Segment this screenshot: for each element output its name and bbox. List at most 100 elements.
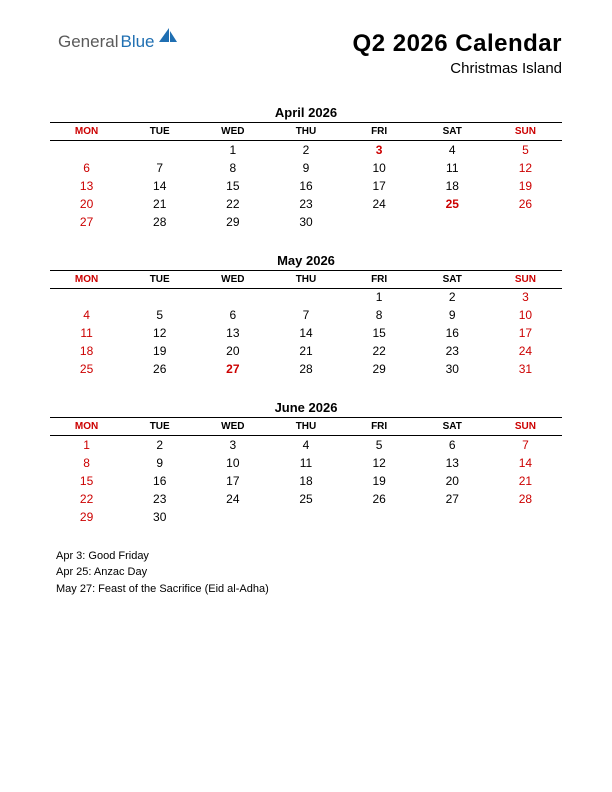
month-block: June 2026MONTUEWEDTHUFRISATSUN1234567891… [50,400,562,526]
table-row: 20212223242526 [50,195,562,213]
calendar-table: MONTUEWEDTHUFRISATSUN1234567891011121314… [50,122,562,231]
day-cell: 11 [416,159,489,177]
day-cell: 29 [343,360,416,378]
day-cell: 22 [343,342,416,360]
table-row: 27282930 [50,213,562,231]
holiday-item: May 27: Feast of the Sacrifice (Eid al-A… [56,581,562,598]
table-row: 2930 [50,508,562,526]
day-cell [343,508,416,526]
day-cell [196,288,269,306]
day-cell: 22 [50,490,123,508]
day-header: MON [50,270,123,288]
table-row: 15161718192021 [50,472,562,490]
day-cell: 27 [50,213,123,231]
day-cell: 9 [416,306,489,324]
page-subtitle: Christmas Island [50,60,562,77]
day-header: SAT [416,418,489,436]
day-cell: 21 [269,342,342,360]
day-cell: 31 [489,360,562,378]
day-cell: 24 [343,195,416,213]
day-cell: 16 [123,472,196,490]
month-title: April 2026 [50,105,562,120]
holiday-item: Apr 3: Good Friday [56,548,562,565]
day-header: MON [50,418,123,436]
day-cell: 7 [489,436,562,454]
day-cell: 7 [269,306,342,324]
day-cell: 3 [489,288,562,306]
calendar-table: MONTUEWEDTHUFRISATSUN1234567891011121314… [50,417,562,526]
day-cell: 25 [50,360,123,378]
day-cell: 24 [489,342,562,360]
day-cell: 30 [123,508,196,526]
day-header: THU [269,418,342,436]
month-block: April 2026MONTUEWEDTHUFRISATSUN123456789… [50,105,562,231]
day-header: SUN [489,270,562,288]
day-cell: 26 [123,360,196,378]
table-row: 11121314151617 [50,324,562,342]
day-cell: 5 [343,436,416,454]
day-cell: 3 [196,436,269,454]
day-header: FRI [343,418,416,436]
day-cell: 13 [50,177,123,195]
day-cell: 26 [489,195,562,213]
day-cell: 28 [269,360,342,378]
day-cell: 14 [123,177,196,195]
day-cell [343,213,416,231]
day-cell: 25 [416,195,489,213]
holidays-list: Apr 3: Good FridayApr 25: Anzac DayMay 2… [50,548,562,598]
table-row: 1234567 [50,436,562,454]
day-cell: 8 [196,159,269,177]
day-cell: 11 [50,324,123,342]
day-cell: 6 [196,306,269,324]
day-cell: 3 [343,141,416,159]
day-cell: 12 [123,324,196,342]
day-cell: 28 [123,213,196,231]
day-cell: 18 [416,177,489,195]
day-header: SAT [416,270,489,288]
day-header: SUN [489,123,562,141]
day-cell: 23 [123,490,196,508]
day-header: WED [196,123,269,141]
logo-sail-icon [157,26,179,49]
day-cell: 10 [489,306,562,324]
month-title: May 2026 [50,253,562,268]
day-cell: 2 [269,141,342,159]
day-cell: 15 [196,177,269,195]
day-cell: 2 [416,288,489,306]
month-title: June 2026 [50,400,562,415]
day-cell: 13 [416,454,489,472]
day-cell: 1 [196,141,269,159]
day-cell [269,288,342,306]
day-header: THU [269,270,342,288]
day-cell: 19 [489,177,562,195]
month-block: May 2026MONTUEWEDTHUFRISATSUN12345678910… [50,253,562,379]
day-cell: 22 [196,195,269,213]
table-row: 6789101112 [50,159,562,177]
day-cell: 17 [343,177,416,195]
day-cell: 28 [489,490,562,508]
table-row: 25262728293031 [50,360,562,378]
day-header: TUE [123,270,196,288]
day-cell: 24 [196,490,269,508]
calendars-container: April 2026MONTUEWEDTHUFRISATSUN123456789… [50,105,562,526]
day-cell: 25 [269,490,342,508]
day-cell: 12 [489,159,562,177]
day-cell: 19 [123,342,196,360]
table-row: 12345 [50,141,562,159]
day-cell: 18 [50,342,123,360]
logo-text-general: General [58,32,118,52]
day-cell: 27 [196,360,269,378]
day-cell: 29 [50,508,123,526]
day-cell: 26 [343,490,416,508]
day-cell [416,508,489,526]
day-cell: 12 [343,454,416,472]
holiday-item: Apr 25: Anzac Day [56,564,562,581]
table-row: 123 [50,288,562,306]
day-header: MON [50,123,123,141]
day-cell: 7 [123,159,196,177]
day-cell: 9 [269,159,342,177]
day-cell: 15 [50,472,123,490]
day-header: SAT [416,123,489,141]
day-cell: 9 [123,454,196,472]
day-cell: 20 [50,195,123,213]
